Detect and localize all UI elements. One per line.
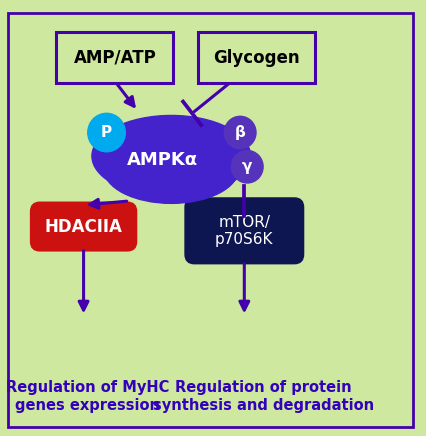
Circle shape [224, 116, 256, 149]
Ellipse shape [104, 134, 239, 203]
FancyBboxPatch shape [56, 32, 173, 83]
Text: γ: γ [242, 159, 253, 174]
Ellipse shape [92, 116, 250, 197]
Text: β: β [235, 125, 245, 140]
Text: Regulation of MyHC
genes expression: Regulation of MyHC genes expression [6, 380, 170, 413]
Text: Glycogen: Glycogen [213, 49, 300, 67]
FancyBboxPatch shape [32, 203, 136, 250]
Text: P: P [101, 125, 112, 140]
Text: AMP/ATP: AMP/ATP [74, 49, 156, 67]
Circle shape [88, 113, 125, 152]
Circle shape [231, 150, 263, 183]
Text: Regulation of protein
synthesis and degradation: Regulation of protein synthesis and degr… [153, 380, 374, 413]
Text: AMPKα: AMPKα [127, 151, 199, 169]
FancyBboxPatch shape [186, 199, 303, 263]
Text: mTOR/
p70S6K: mTOR/ p70S6K [215, 215, 273, 247]
Text: HDACIIA: HDACIIA [45, 218, 123, 235]
FancyBboxPatch shape [199, 32, 315, 83]
